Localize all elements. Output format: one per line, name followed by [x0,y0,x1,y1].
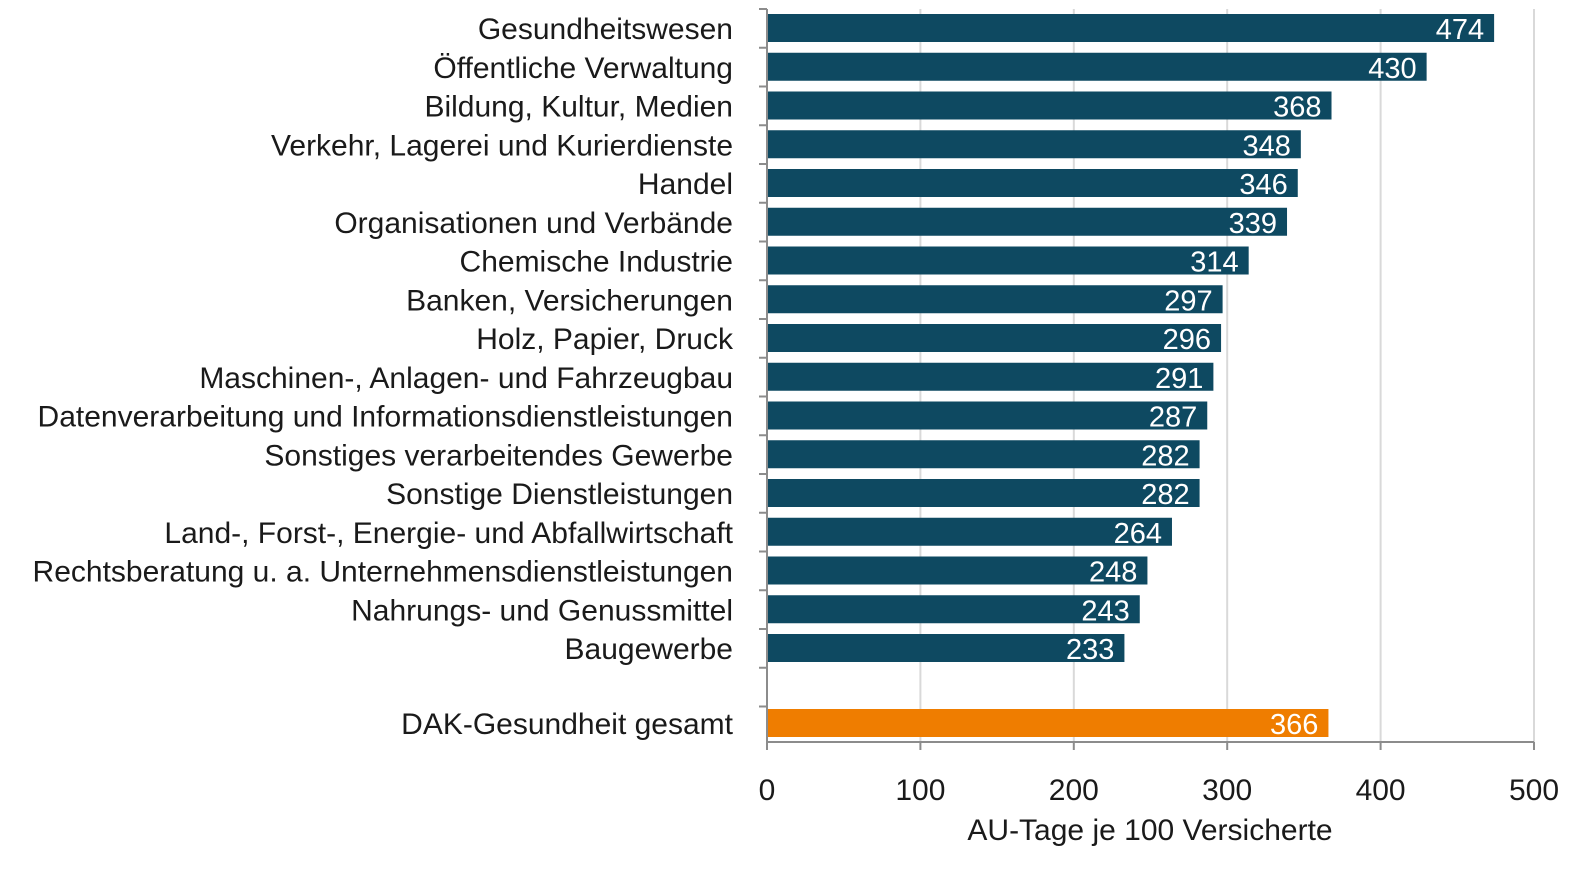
bar [767,246,1249,275]
total-bar [767,709,1329,737]
category-label: Datenverarbeitung und Informationsdienst… [38,401,733,434]
category-label: Handel [638,168,733,201]
x-tick-label: 400 [1356,774,1406,807]
bar [767,207,1288,236]
bar-value-label: 430 [1368,53,1416,85]
bar [767,324,1222,352]
category-label: Gesundheitswesen [478,13,733,46]
bar [767,401,1208,430]
category-label: Verkehr, Lagerei und Kurierdienste [271,129,733,162]
bar-value-label: 348 [1242,130,1290,162]
bar [767,169,1298,197]
bar-value-label: 282 [1141,440,1189,472]
bar-value-label: 314 [1190,247,1238,279]
x-tick-label: 100 [895,774,945,807]
x-tick-label: 300 [1202,774,1252,807]
category-label: Öffentliche Verwaltung [433,52,733,85]
bar [767,285,1223,314]
bar-value-label: 243 [1081,595,1129,627]
category-label: Rechtsberatung u. a. Unternehmensdienstl… [33,556,733,589]
bar [767,52,1427,81]
category-label: Maschinen-, Anlagen- und Fahrzeugbau [199,362,733,395]
category-label: Nahrungs- und Genussmittel [351,594,733,627]
x-tick-label: 200 [1049,774,1099,807]
x-tick-label: 0 [759,774,776,807]
bar-value-label: 287 [1149,402,1197,434]
bar [767,479,1200,507]
bar [767,634,1125,662]
bar-value-label: 368 [1273,92,1321,124]
category-label: Bildung, Kultur, Medien [424,91,733,124]
bar [767,556,1148,585]
bar-value-label: 346 [1239,169,1287,201]
bar-value-label: 291 [1155,363,1203,395]
category-label: Sonstige Dienstleistungen [386,478,733,511]
bar-value-label: 297 [1164,285,1212,317]
bar [767,440,1200,469]
bar-value-label: 282 [1141,479,1189,511]
total-category-label: DAK-Gesundheit gesamt [401,708,733,741]
bar-value-label: 474 [1436,14,1484,46]
bar-layer [767,14,1495,737]
bar-value-label: 296 [1163,324,1211,356]
bar [767,362,1214,391]
category-label: Banken, Versicherungen [406,284,733,317]
bar-value-label: 248 [1089,557,1137,589]
bar [767,130,1301,159]
bar [767,91,1332,120]
axis-layer [759,8,1535,750]
bar [767,14,1495,42]
label-layer: 0 100 200 300 400 500 474 Gesundheitswesen 430 Öf… [33,13,1559,807]
bar-value-label: 339 [1229,208,1277,240]
bar-value-label: 233 [1066,634,1114,666]
category-label: Baugewerbe [565,633,733,666]
bar-value-label: 264 [1114,518,1162,550]
category-label: Organisationen und Verbände [334,207,733,240]
category-label: Holz, Papier, Druck [476,323,734,356]
category-label: Land-, Forst-, Energie- und Abfallwirtsc… [164,517,733,550]
category-label: Chemische Industrie [460,246,733,279]
category-label: Sonstiges verarbeitendes Gewerbe [264,439,733,472]
bar [767,517,1172,546]
x-axis-title: AU-Tage je 100 Versicherte [967,814,1332,847]
x-tick-label: 500 [1509,774,1559,807]
bar [767,595,1140,624]
total-value-label: 366 [1270,709,1318,741]
